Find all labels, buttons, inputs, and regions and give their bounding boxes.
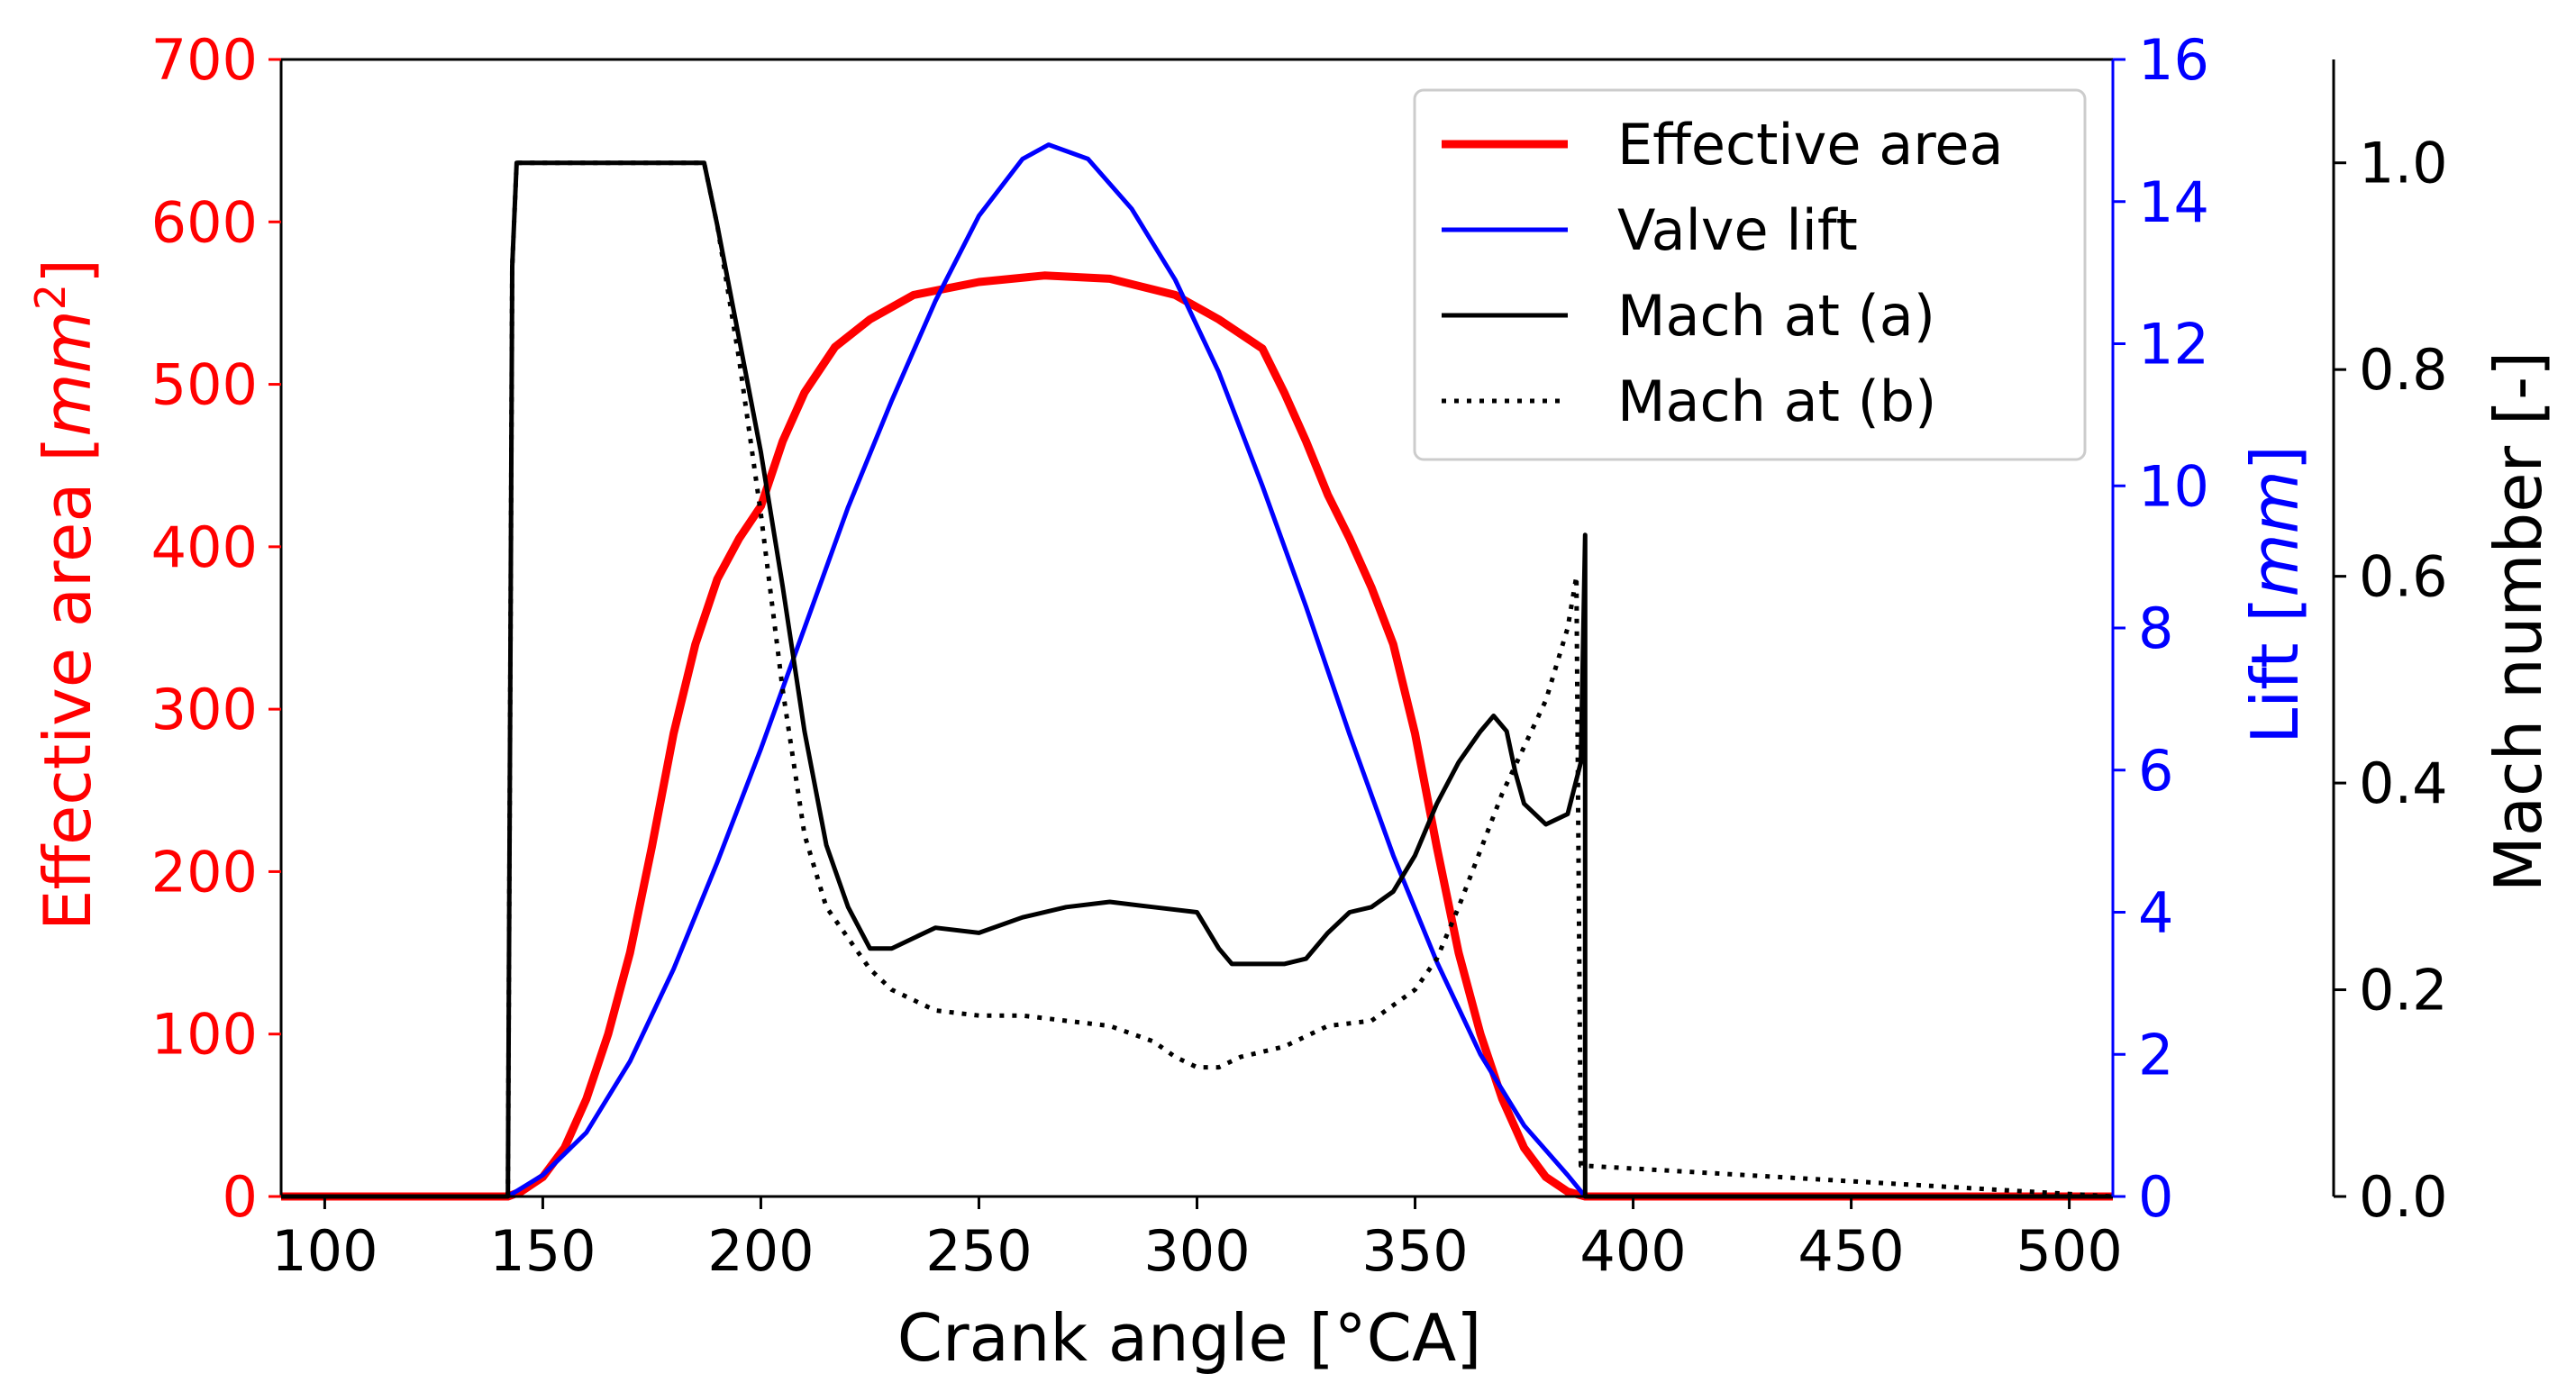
x-tick-label: 200 [707,1218,814,1284]
y-right-tick-label: 6 [2138,738,2173,804]
y-axis-mach-title: Mach number [-] [2480,351,2556,892]
x-tick-label: 100 [271,1218,378,1284]
x-tick-label: 500 [2016,1218,2122,1284]
y-axis-left-title: Effective area [mm2] [26,259,105,931]
y-right-tick-label: 0 [2138,1164,2173,1230]
x-tick-label: 300 [1143,1218,1250,1284]
y-left-tick-label: 400 [151,514,258,580]
mach-a-line [281,160,2113,1199]
y-mach-tick-label: 0.0 [2359,1164,2448,1230]
y-left-tick-label: 200 [151,839,258,905]
y-right-tick-label: 2 [2138,1022,2173,1087]
y-left-tick-label: 600 [151,189,258,255]
x-tick-label: 450 [1798,1218,1904,1284]
valve-lift-line [281,142,2113,1199]
y-right-tick-label: 12 [2138,312,2209,378]
legend-label-effective-area: Effective area [1617,112,2003,177]
y-left-tick-label: 500 [151,352,258,418]
x-tick-label: 150 [489,1218,596,1284]
y-right-tick-label: 16 [2138,27,2209,93]
y-mach-tick-label: 0.2 [2359,958,2448,1024]
y-left-tick-label: 100 [151,1002,258,1068]
y-left-tick-label: 300 [151,677,258,742]
y-axis-right: 0 2 4 6 8 10 12 14 16 [2111,27,2209,1230]
y-right-tick-label: 8 [2138,596,2173,661]
legend-label-mach-b: Mach at (b) [1617,368,1936,434]
x-tick-label: 400 [1579,1218,1686,1284]
y-mach-tick-label: 0.8 [2359,337,2448,403]
effective-area-line [281,271,2113,1201]
y-axis-right-title: Lift [mm] [2237,445,2313,744]
y-left-tick-label: 700 [151,27,258,93]
y-mach-tick-label: 0.4 [2359,751,2448,816]
legend-label-valve-lift: Valve lift [1617,197,1858,263]
plot-series [281,142,2114,1201]
y-axis-left: 0 100 200 300 400 500 600 700 [151,27,281,1230]
legend-label-mach-a: Mach at (a) [1617,283,1935,349]
x-axis: 100 150 200 250 300 350 400 450 500 [271,1196,2123,1284]
y-mach-tick-label: 1.0 [2359,131,2448,196]
legend-box [1413,88,2087,461]
y-right-tick-label: 14 [2138,169,2209,235]
mach-b-line [281,160,2114,1199]
x-axis-title: Crank angle [°CA] [897,1300,1482,1376]
y-mach-tick-label: 0.6 [2359,544,2448,610]
y-axis-mach: 0.0 0.2 0.4 0.6 0.8 1.0 [2332,59,2448,1230]
x-tick-label: 250 [925,1218,1032,1284]
legend: Effective area Valve lift Mach at (a) Ma… [1413,88,2087,461]
y-right-tick-label: 4 [2138,880,2173,946]
y-right-tick-label: 10 [2138,453,2209,519]
x-tick-label: 350 [1361,1218,1468,1284]
y-left-tick-label: 0 [223,1164,258,1230]
